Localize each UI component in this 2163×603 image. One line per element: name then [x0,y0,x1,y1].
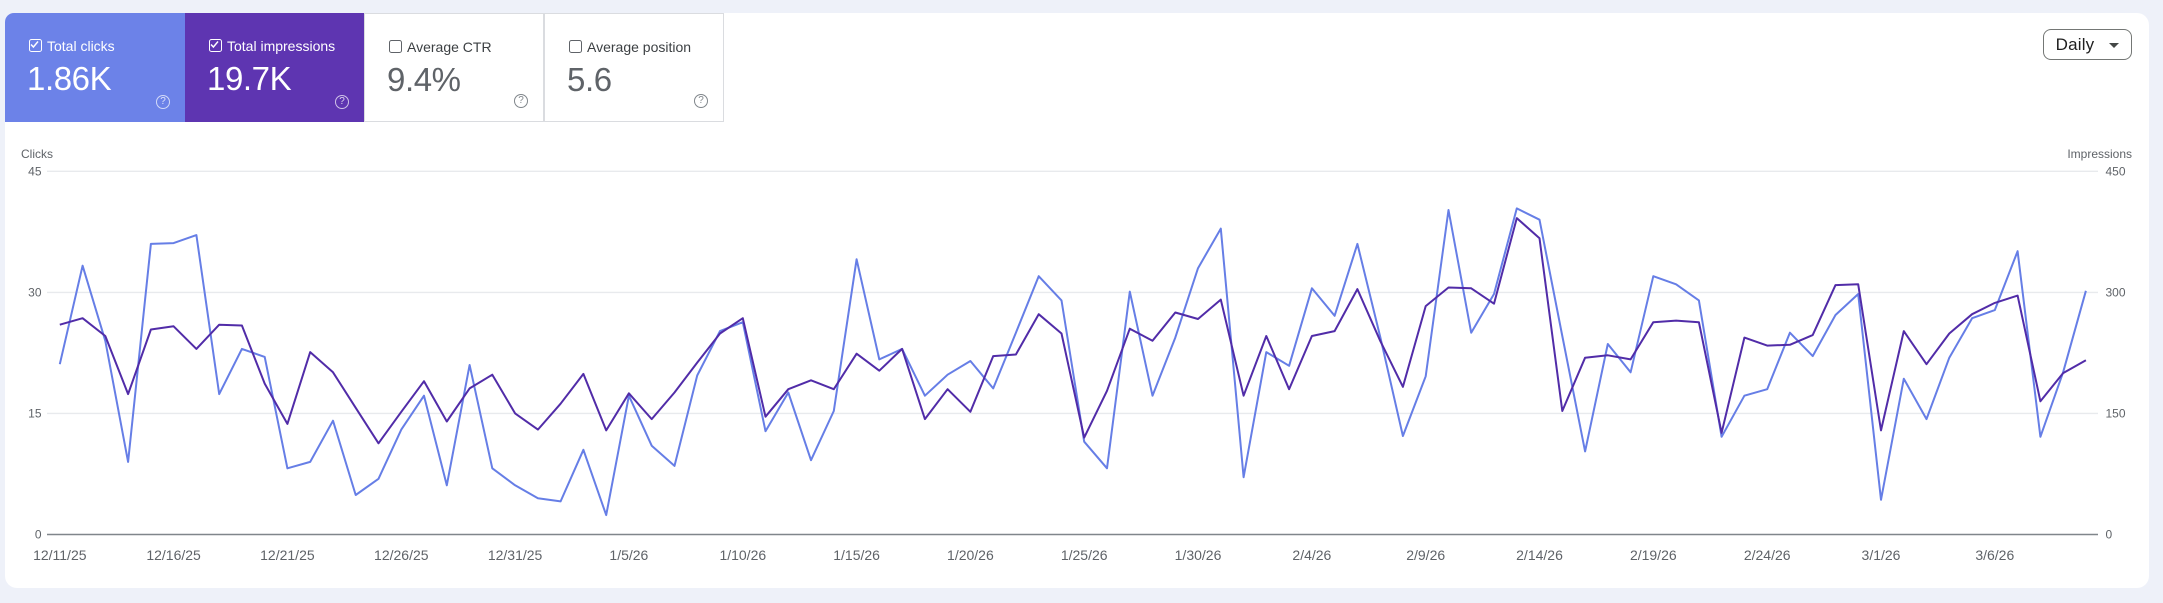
svg-text:1/30/26: 1/30/26 [1175,547,1222,563]
svg-text:12/21/25: 12/21/25 [260,547,315,563]
svg-text:0: 0 [2106,528,2113,542]
svg-text:2/9/26: 2/9/26 [1406,547,1445,563]
svg-text:2/4/26: 2/4/26 [1292,547,1331,563]
svg-text:2/14/26: 2/14/26 [1516,547,1563,563]
svg-text:1/25/26: 1/25/26 [1061,547,1108,563]
svg-text:2/24/26: 2/24/26 [1744,547,1791,563]
svg-text:300: 300 [2106,286,2126,300]
svg-text:1/15/26: 1/15/26 [833,547,880,563]
svg-text:150: 150 [2106,407,2126,421]
svg-text:Clicks: Clicks [21,147,53,161]
svg-text:12/11/25: 12/11/25 [33,547,87,563]
svg-text:3/1/26: 3/1/26 [1862,547,1901,563]
svg-text:45: 45 [28,165,42,179]
svg-text:0: 0 [35,528,42,542]
svg-text:1/10/26: 1/10/26 [719,547,766,563]
svg-text:30: 30 [28,286,42,300]
svg-text:1/20/26: 1/20/26 [947,547,994,563]
svg-text:12/16/25: 12/16/25 [146,547,201,563]
svg-text:15: 15 [28,407,42,421]
svg-text:2/19/26: 2/19/26 [1630,547,1677,563]
svg-text:12/31/25: 12/31/25 [488,547,543,563]
svg-text:450: 450 [2106,165,2126,179]
svg-text:12/26/25: 12/26/25 [374,547,429,563]
svg-text:Impressions: Impressions [2067,147,2132,161]
svg-text:1/5/26: 1/5/26 [609,547,648,563]
svg-text:3/6/26: 3/6/26 [1975,547,2014,563]
